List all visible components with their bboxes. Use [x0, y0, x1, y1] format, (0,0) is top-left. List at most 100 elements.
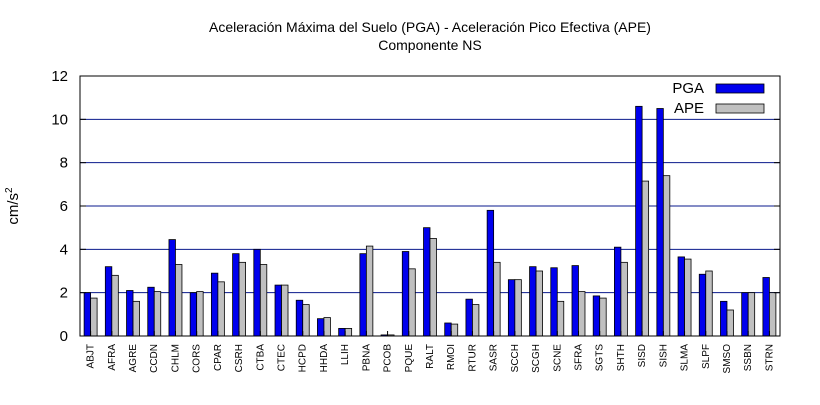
- bar-pga-ralt: [423, 227, 431, 337]
- legend-swatch-pga: [715, 83, 765, 94]
- bar-ape-llih: [344, 328, 353, 337]
- legend: PGA APE: [672, 80, 765, 117]
- x-tick-label-pcob: PCOB: [383, 344, 394, 373]
- y-tick-label-12: 12: [51, 68, 68, 85]
- bar-pga-csrh: [232, 253, 240, 337]
- bar-ape-chlm: [175, 264, 183, 337]
- bar-ape-ccdn: [153, 291, 162, 337]
- bar-pga-ccdn: [147, 286, 155, 337]
- bar-pga-slma: [677, 256, 685, 337]
- bar-ape-hhda: [323, 317, 331, 337]
- bar-pga-sasr: [486, 209, 495, 337]
- x-tick-label-pque: PQUE: [404, 344, 415, 373]
- bar-ape-sasr: [493, 261, 501, 337]
- bar-pga-ssbn: [741, 292, 749, 337]
- x-tick-label-hhda: HHDA: [319, 344, 330, 373]
- x-tick-label-abjt: ABJT: [86, 344, 97, 368]
- x-tick-label-agre: AGRE: [128, 344, 139, 373]
- y-axis-label: cm/s2: [4, 187, 22, 225]
- bar-ape-slma: [684, 258, 692, 337]
- bar-ape-rmoi: [450, 323, 459, 337]
- bar-ape-ctba: [259, 264, 268, 337]
- ticks-layer: 0 2 4 6 8 10 12 ABJT AFRA AGRE CCDN CHLM CORS CPAR CSR…: [51, 68, 780, 373]
- legend-label-ape: APE: [674, 100, 704, 117]
- bar-ape-scch: [514, 279, 522, 337]
- x-tick-label-csrh: CSRH: [234, 344, 245, 372]
- y-tick-label-6: 6: [60, 198, 68, 215]
- bar-ape-pbna: [365, 245, 374, 337]
- x-tick-label-sasr: SASR: [489, 344, 500, 371]
- bar-pga-agre: [126, 290, 134, 337]
- x-tick-label-rmoi: RMOI: [446, 344, 457, 370]
- x-tick-label-scgh: SCGH: [531, 344, 542, 373]
- bar-pga-scne: [550, 267, 558, 337]
- bar-ape-cpar: [217, 281, 225, 337]
- bar-pga-cpar: [210, 272, 219, 337]
- bar-ape-cors: [196, 291, 204, 337]
- x-tick-label-ccdn: CCDN: [149, 344, 160, 373]
- bar-pga-scch: [507, 279, 516, 337]
- bar-pga-smso: [720, 300, 728, 337]
- bar-pga-chlm: [168, 239, 176, 337]
- bar-pga-llih: [338, 328, 346, 337]
- bar-ape-ctec: [281, 284, 289, 337]
- x-tick-label-sish: SISH: [658, 344, 669, 367]
- x-tick-label-strn: STRN: [764, 344, 775, 371]
- chart-title-line2: Componente NS: [378, 37, 482, 53]
- x-tick-label-sisd: SISD: [637, 344, 648, 367]
- bar-ape-smso: [726, 309, 734, 337]
- bar-ape-csrh: [238, 261, 246, 337]
- bar-pga-slpf: [698, 273, 707, 337]
- bar-ape-abjt: [90, 297, 98, 337]
- bar-pga-rtur: [465, 298, 473, 337]
- bar-pga-pbna: [359, 253, 367, 337]
- bar-ape-pque: [408, 268, 416, 337]
- x-tick-label-scne: SCNE: [552, 344, 563, 372]
- y-tick-label-0: 0: [60, 328, 68, 345]
- bar-pga-abjt: [83, 292, 92, 337]
- bar-ape-rtur: [472, 304, 480, 337]
- x-tick-label-slpf: SLPF: [701, 344, 712, 369]
- bar-ape-slpf: [705, 270, 713, 337]
- bar-ape-afra: [111, 274, 119, 337]
- bar-ape-scne: [556, 300, 565, 337]
- bar-pga-hhda: [317, 318, 325, 337]
- x-tick-label-smso: SMSO: [722, 344, 733, 374]
- y-tick-label-10: 10: [51, 111, 68, 128]
- legend-swatch-ape: [715, 103, 765, 114]
- bar-pga-scgh: [529, 266, 537, 337]
- bar-pga-cors: [189, 292, 198, 337]
- y-tick-label-8: 8: [60, 155, 68, 172]
- x-tick-label-pbna: PBNA: [361, 344, 372, 372]
- bar-pga-afra: [104, 266, 113, 337]
- bar-pga-hcpd: [295, 299, 304, 337]
- bar-ape-sish: [662, 175, 671, 337]
- x-tick-label-sgts: SGTS: [595, 344, 606, 372]
- bar-pga-rmoi: [444, 322, 452, 337]
- bar-pga-shth: [614, 246, 622, 337]
- bar-pga-ctba: [253, 248, 261, 337]
- chart-title-line1: Aceleración Máxima del Suelo (PGA) - Ace…: [209, 19, 651, 35]
- x-tick-label-ralt: RALT: [425, 344, 436, 369]
- x-tick-label-ctec: CTEC: [277, 344, 288, 371]
- legend-label-pga: PGA: [672, 80, 704, 97]
- x-tick-label-chlm: CHLM: [170, 344, 181, 372]
- bar-pga-sfra: [571, 265, 579, 337]
- x-tick-label-ssbn: SSBN: [743, 344, 754, 371]
- bar-ape-ssbn: [747, 292, 756, 337]
- bars-layer: [83, 105, 777, 337]
- x-tick-label-ctba: CTBA: [255, 344, 266, 371]
- y-axis-label-superscript: 2: [4, 187, 15, 193]
- bar-ape-strn: [768, 292, 777, 337]
- x-tick-label-shth: SHTH: [616, 344, 627, 371]
- bar-ape-agre: [132, 300, 140, 337]
- bar-ape-sgts: [599, 297, 607, 337]
- x-tick-label-scch: SCCH: [510, 344, 521, 372]
- y-tick-label-4: 4: [60, 241, 68, 258]
- bar-pga-sgts: [592, 295, 601, 337]
- x-tick-label-slma: SLMA: [680, 344, 691, 372]
- bar-ape-hcpd: [302, 304, 310, 337]
- y-axis-label-unit: cm/s: [5, 193, 22, 225]
